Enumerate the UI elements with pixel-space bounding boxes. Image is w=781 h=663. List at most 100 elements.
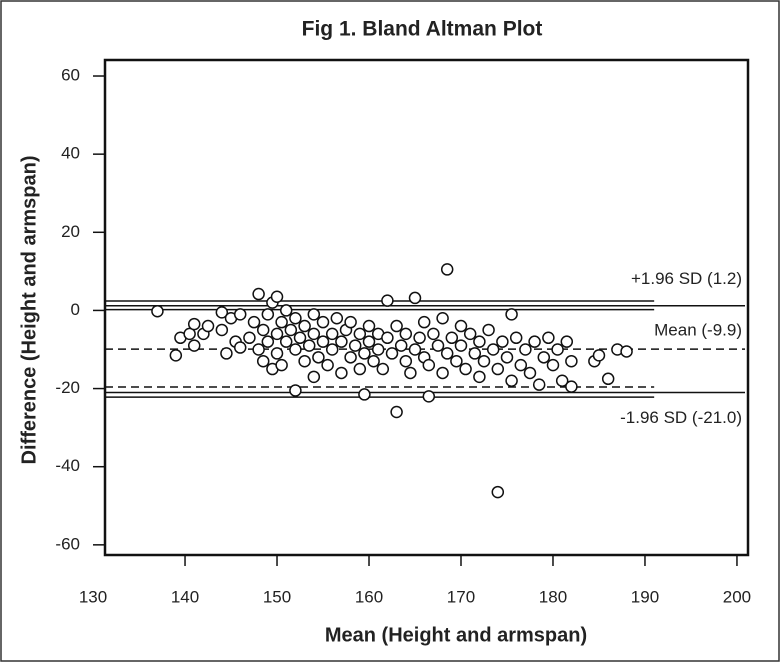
x-tick-label: 190	[631, 587, 659, 606]
point	[491, 485, 505, 499]
point	[390, 405, 403, 419]
reference-label: Mean (-9.9)	[654, 321, 742, 340]
reference-label: -1.96 SD (-21.0)	[620, 408, 742, 427]
point	[316, 335, 330, 348]
point	[404, 366, 417, 380]
point	[261, 335, 275, 348]
point	[385, 347, 399, 360]
point	[270, 347, 284, 360]
point	[422, 390, 436, 403]
point	[445, 331, 459, 345]
point	[431, 339, 445, 352]
point	[302, 339, 316, 352]
point	[436, 366, 449, 380]
point	[279, 304, 293, 317]
point	[307, 327, 321, 341]
point	[362, 319, 376, 333]
x-tick-label: 150	[263, 587, 291, 606]
point	[482, 323, 495, 337]
point	[321, 358, 334, 372]
y-tick-label: 0	[71, 300, 80, 319]
point	[183, 327, 196, 341]
point	[376, 362, 390, 376]
point	[371, 343, 385, 356]
point	[279, 335, 293, 348]
point	[348, 339, 362, 352]
point	[422, 358, 436, 372]
point	[316, 315, 330, 329]
point	[519, 343, 532, 356]
point	[399, 327, 413, 341]
point	[298, 354, 311, 368]
y-tick-label: -40	[55, 456, 80, 475]
x-tick-label: 170	[447, 587, 475, 606]
point	[450, 354, 463, 368]
point	[417, 315, 431, 329]
point	[477, 354, 491, 368]
point	[486, 343, 500, 356]
point	[312, 351, 325, 364]
point	[390, 319, 403, 333]
point	[256, 354, 270, 368]
x-tick-label: 200	[723, 587, 751, 606]
point	[270, 290, 284, 304]
point	[256, 323, 270, 337]
point	[560, 335, 574, 348]
point	[353, 362, 367, 376]
x-tick-label: 130	[79, 587, 107, 606]
point	[463, 327, 477, 341]
point	[275, 315, 288, 329]
point	[289, 343, 302, 356]
y-tick-label: 20	[61, 222, 80, 241]
point	[344, 351, 357, 364]
point	[330, 311, 344, 325]
point	[307, 370, 321, 384]
point	[440, 263, 454, 276]
point	[473, 335, 486, 348]
point	[344, 315, 357, 329]
point	[335, 366, 348, 380]
point	[592, 349, 606, 362]
point	[381, 294, 394, 307]
point	[551, 343, 564, 356]
point	[413, 331, 426, 345]
point	[620, 345, 633, 358]
point	[247, 315, 261, 329]
point	[151, 304, 164, 318]
point	[358, 388, 371, 401]
point	[252, 287, 265, 301]
point	[187, 317, 201, 331]
point	[491, 362, 505, 376]
point	[215, 306, 229, 319]
y-tick-label: -60	[55, 534, 80, 553]
point	[523, 366, 537, 380]
point	[187, 339, 201, 352]
y-tick-label: 40	[61, 144, 80, 163]
point	[537, 351, 551, 364]
point	[270, 327, 284, 341]
x-tick-label: 140	[171, 587, 199, 606]
point	[505, 308, 518, 321]
point	[408, 291, 422, 305]
point	[325, 343, 339, 356]
reference-label: +1.96 SD (1.2)	[631, 269, 742, 288]
point	[514, 358, 528, 372]
point	[565, 354, 578, 368]
point	[293, 331, 307, 345]
point	[284, 323, 298, 337]
point	[555, 374, 569, 388]
point	[307, 308, 321, 321]
point	[233, 308, 247, 321]
point	[298, 319, 311, 333]
point	[289, 384, 302, 397]
chart-title: Fig 1. Bland Altman Plot	[302, 18, 543, 41]
point	[261, 308, 275, 321]
point	[394, 339, 408, 352]
point	[169, 349, 183, 362]
point	[381, 331, 394, 345]
point	[367, 354, 380, 368]
point	[275, 358, 288, 372]
point	[468, 347, 482, 360]
point	[233, 341, 247, 354]
